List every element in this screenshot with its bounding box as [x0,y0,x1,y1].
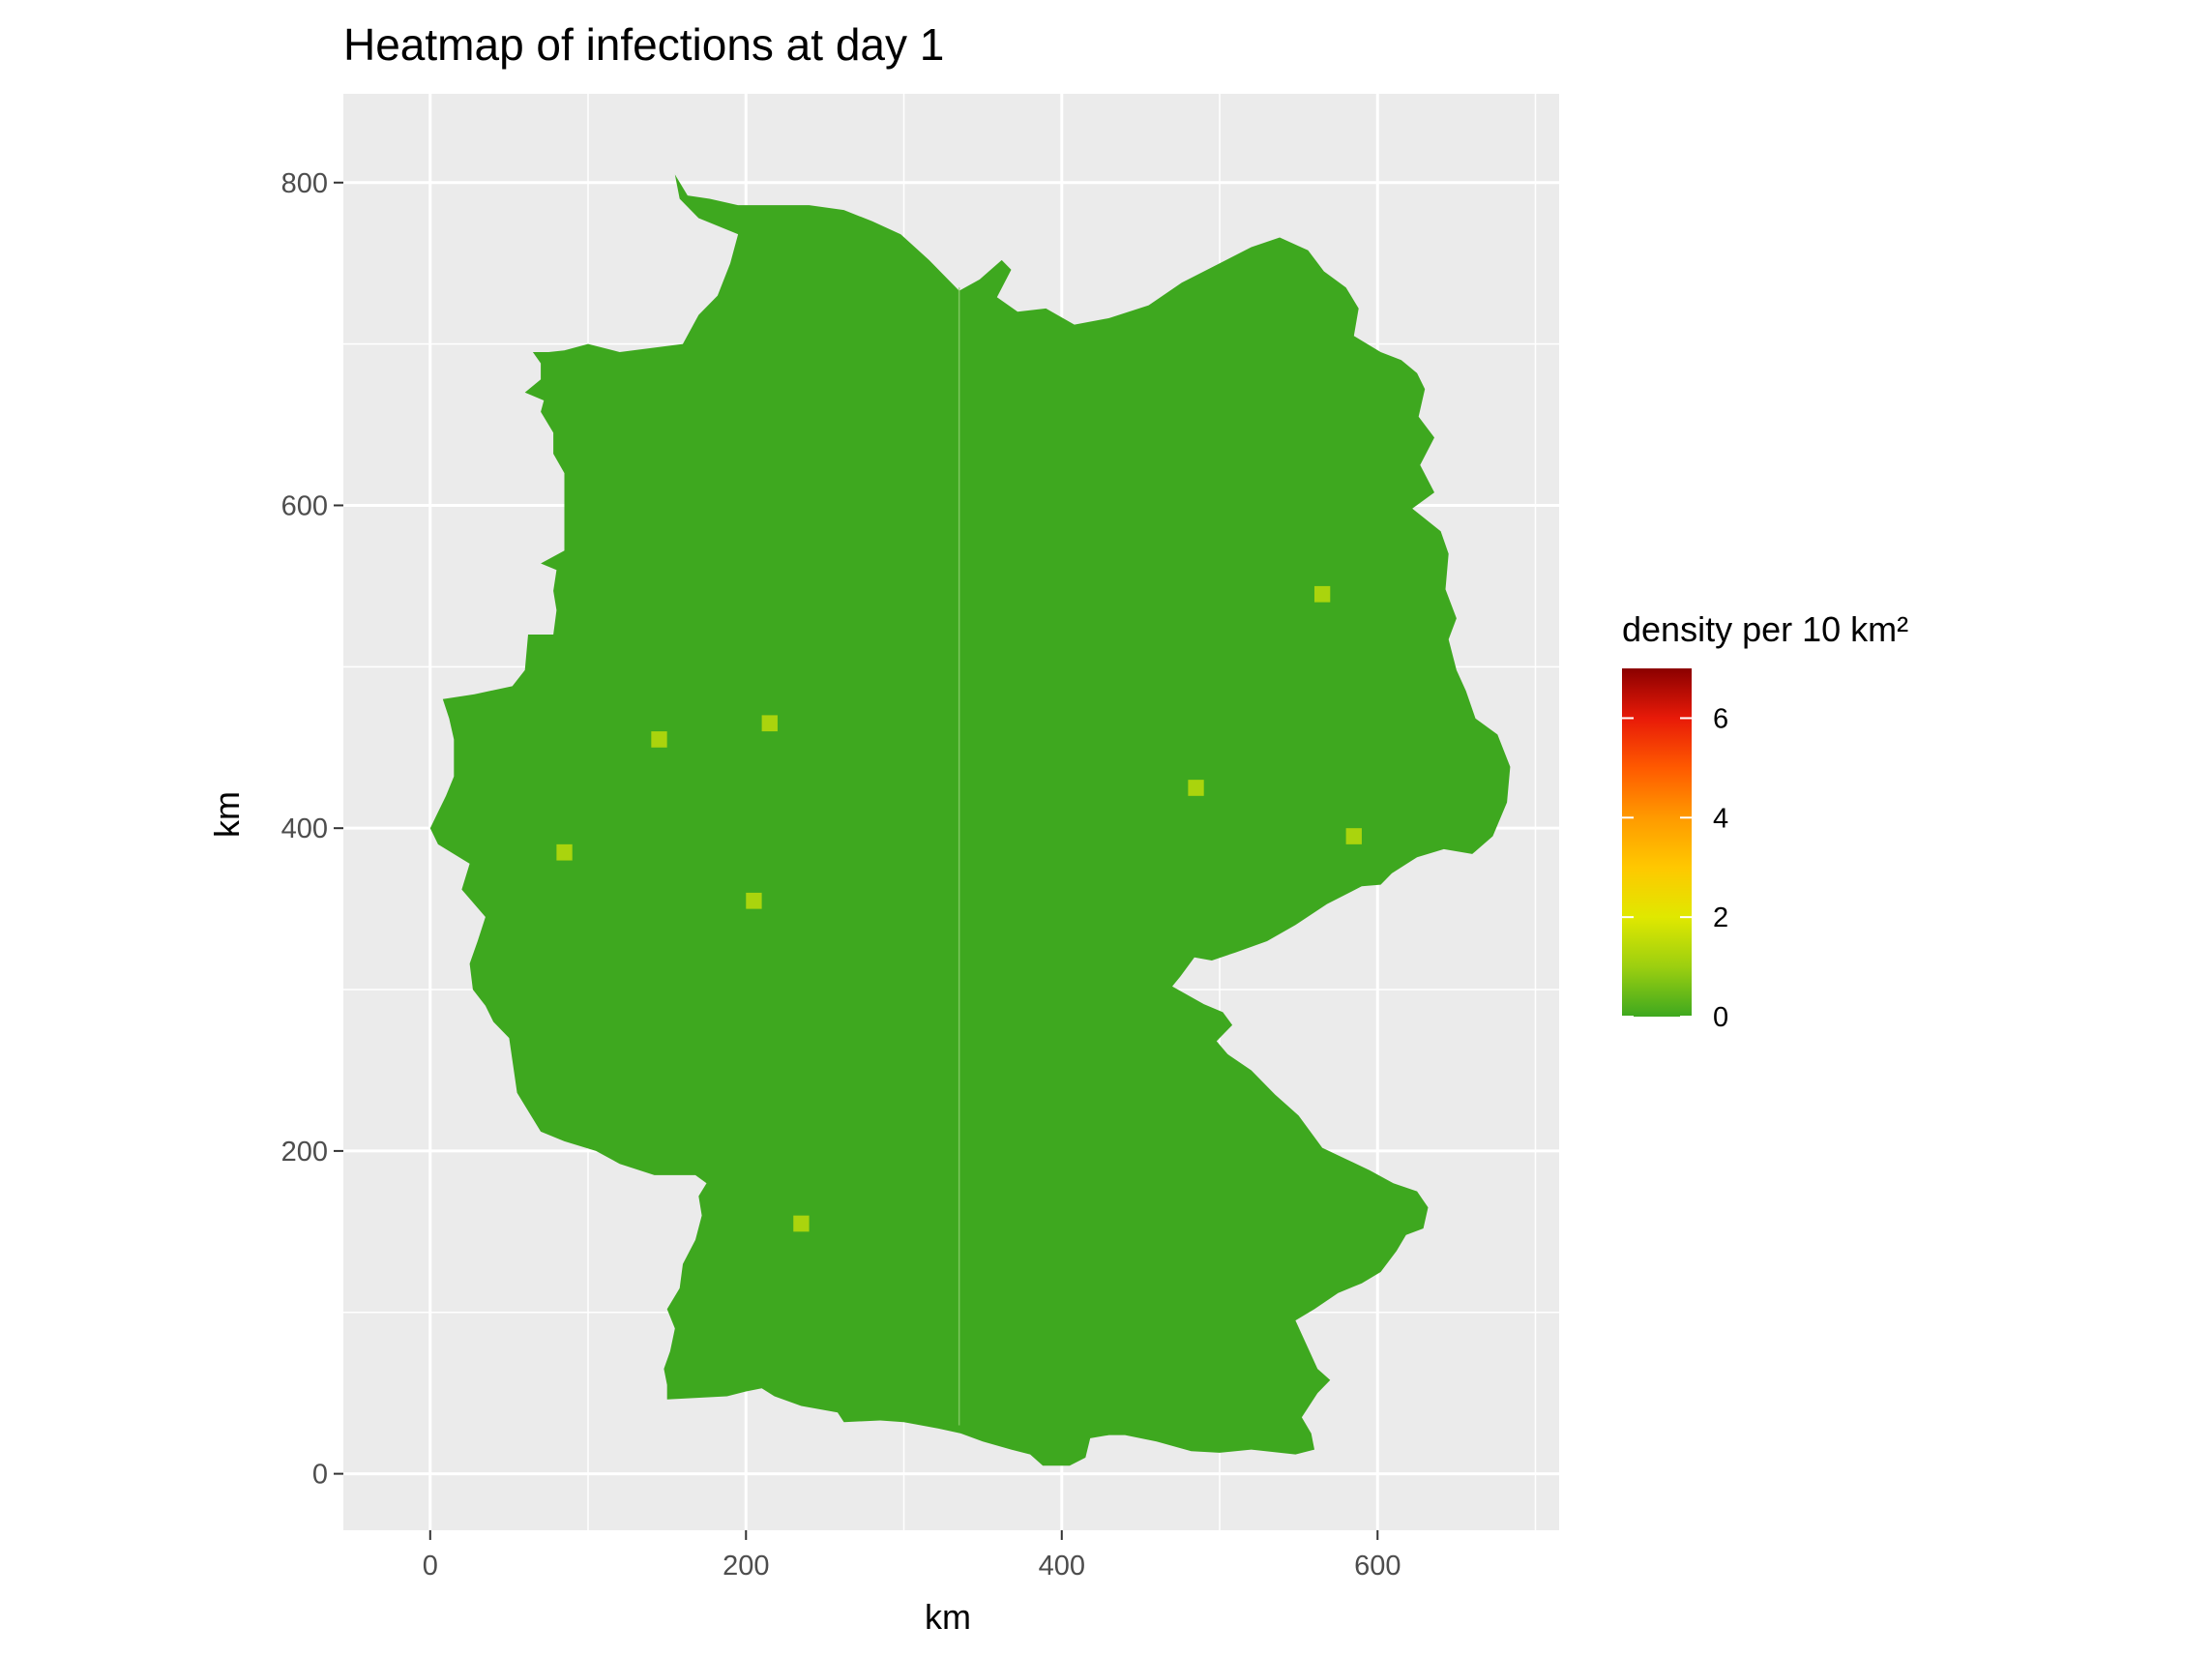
y-tick-label: 800 [281,168,328,199]
hotspot-cell [651,731,667,748]
y-tick-label: 600 [281,490,328,521]
y-axis: 0 200 400 600 800 [281,168,343,1491]
y-tick-label: 200 [281,1137,328,1168]
hotspot-cell [793,1215,810,1232]
x-tick-label: 400 [1039,1551,1085,1582]
legend-label: 0 [1713,1002,1728,1033]
hotspot-cell [1345,828,1362,844]
x-axis: 0 200 400 600 [423,1530,1401,1582]
hotspot-cell [761,715,778,732]
y-tick-label: 0 [312,1460,328,1491]
legend: density per 10 km² 0 2 4 6 [1622,609,1908,1033]
legend-title: density per 10 km² [1622,609,1908,649]
x-tick-label: 0 [423,1551,438,1582]
legend-ticks: 0 2 4 6 [1622,703,1728,1033]
hotspot-cell [1188,780,1204,796]
hotspot-cell [556,843,573,861]
x-axis-title: km [925,1597,971,1637]
hotspot-cell [746,892,762,909]
legend-label: 2 [1713,902,1728,933]
y-tick-label: 400 [281,813,328,844]
hotspot-cells [556,585,1362,1232]
heatmap-region [429,174,1511,1466]
hotspot-cell [1313,585,1331,603]
x-tick-label: 200 [723,1551,769,1582]
map-layer [429,174,1511,1466]
legend-colorbar [1622,668,1692,1017]
y-axis-title: km [207,791,247,838]
chart-title: Heatmap of infections at day 1 [343,19,944,70]
legend-label: 6 [1713,703,1728,734]
x-tick-label: 600 [1354,1551,1401,1582]
legend-label: 4 [1713,803,1728,834]
